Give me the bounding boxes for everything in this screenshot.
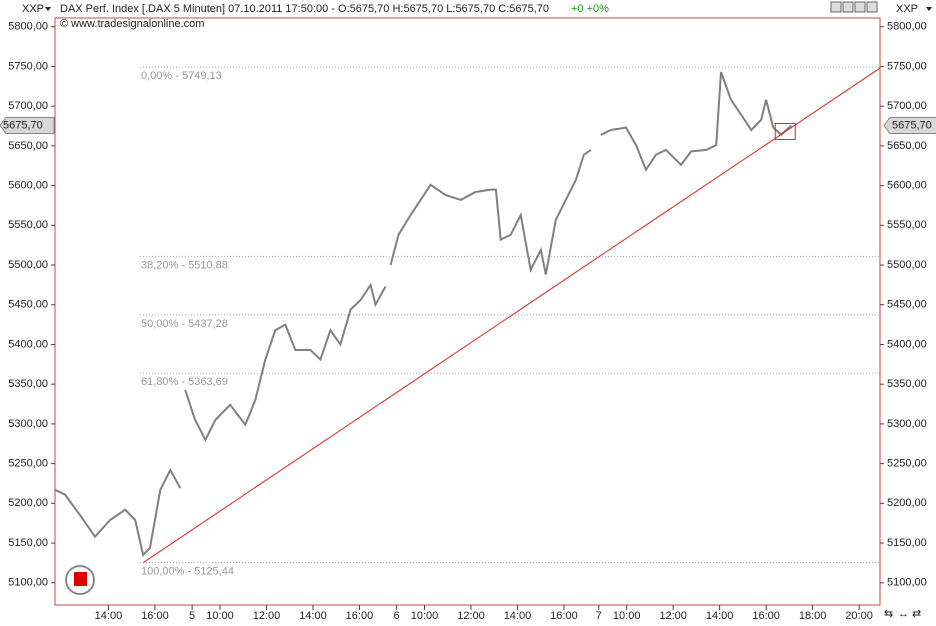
x-tick-label: 10:00 xyxy=(411,610,439,622)
x-tick-label: 14:00 xyxy=(706,610,734,622)
y-tick-label: 5500,00 xyxy=(8,259,48,271)
y-tick-label: 5150,00 xyxy=(887,537,927,549)
x-tick-label: 18:00 xyxy=(799,610,827,622)
scroll-button[interactable]: ⇆ xyxy=(884,608,893,620)
scroll-button[interactable]: ⇄ xyxy=(912,608,921,620)
logo-wreath xyxy=(65,565,95,595)
symbol-left[interactable]: XXP xyxy=(22,3,44,15)
y-tick-label: 5100,00 xyxy=(8,577,48,589)
btn-left[interactable] xyxy=(830,1,842,13)
dropdown-arrow[interactable] xyxy=(45,7,51,11)
btn-restore[interactable] xyxy=(854,1,866,13)
y-tick-label: 5600,00 xyxy=(8,180,48,192)
y-tick-label: 5150,00 xyxy=(8,537,48,549)
x-tick-label: 12:00 xyxy=(253,610,281,622)
y-tick-label: 5450,00 xyxy=(887,299,927,311)
x-tick-label: 14:00 xyxy=(95,610,123,622)
y-tick-label: 5200,00 xyxy=(8,497,48,509)
y-tick-label: 5300,00 xyxy=(887,418,927,430)
last-price-label: 5675,70 xyxy=(3,119,43,131)
btn-right[interactable] xyxy=(842,1,854,13)
y-tick-label: 5400,00 xyxy=(8,338,48,350)
y-tick-label: 5250,00 xyxy=(8,458,48,470)
y-tick-label: 5250,00 xyxy=(887,458,927,470)
plot-frame xyxy=(54,17,881,606)
y-tick-label: 5350,00 xyxy=(887,378,927,390)
x-tick-label: 12:00 xyxy=(659,610,687,622)
logo-icon xyxy=(74,572,87,586)
x-tick-label: 5 xyxy=(189,610,195,622)
scroll-button[interactable]: ↔ xyxy=(898,608,909,620)
y-tick-label: 5550,00 xyxy=(887,219,927,231)
x-tick-label: 10:00 xyxy=(613,610,641,622)
trendline xyxy=(143,67,881,563)
window-buttons xyxy=(830,1,878,13)
x-tick-label: 16:00 xyxy=(550,610,578,622)
last-price-label: 5675,70 xyxy=(892,119,932,131)
fib-label: 50,00% - 5437,28 xyxy=(141,318,228,330)
x-tick-label: 12:00 xyxy=(457,610,485,622)
y-tick-label: 5500,00 xyxy=(887,259,927,271)
symbol-right[interactable]: XXP xyxy=(896,3,918,15)
last-price-box xyxy=(774,122,796,140)
x-tick-label: 16:00 xyxy=(346,610,374,622)
y-tick-label: 5800,00 xyxy=(8,21,48,33)
y-tick-label: 5450,00 xyxy=(8,299,48,311)
y-tick-label: 5350,00 xyxy=(8,378,48,390)
x-tick-label: 20:00 xyxy=(845,610,873,622)
fib-label: 100,00% - 5125,44 xyxy=(141,565,234,577)
y-tick-label: 5200,00 xyxy=(887,497,927,509)
x-tick-label: 14:00 xyxy=(299,610,327,622)
chart-title: DAX Perf. Index [.DAX 5 Minuten] 07.10.2… xyxy=(60,3,549,15)
dropdown-arrow[interactable] xyxy=(926,7,932,11)
price-line xyxy=(54,71,792,558)
x-tick-label: 7 xyxy=(596,610,602,622)
y-tick-label: 5700,00 xyxy=(887,100,927,112)
y-tick-label: 5800,00 xyxy=(887,21,927,33)
fib-label: 38,20% - 5510,88 xyxy=(141,259,228,271)
y-tick-label: 5700,00 xyxy=(8,100,48,112)
y-tick-label: 5600,00 xyxy=(887,180,927,192)
fib-label: 61,80% - 5363,69 xyxy=(141,376,228,388)
y-tick-label: 5550,00 xyxy=(8,219,48,231)
y-tick-label: 5650,00 xyxy=(887,140,927,152)
y-tick-label: 5100,00 xyxy=(887,577,927,589)
scroll-buttons: ⇆ ↔ ⇄ xyxy=(884,608,921,620)
x-tick-label: 6 xyxy=(394,610,400,622)
x-tick-label: 16:00 xyxy=(141,610,169,622)
y-tick-label: 5750,00 xyxy=(8,60,48,72)
logo xyxy=(65,565,95,595)
x-tick-label: 14:00 xyxy=(504,610,532,622)
last-price-tag xyxy=(883,116,936,134)
source: © www.tradesignalonline.com xyxy=(60,18,204,30)
last-price-tag xyxy=(0,116,55,134)
x-tick-label: 16:00 xyxy=(752,610,780,622)
fib-label: 0,00% - 5749,13 xyxy=(141,70,222,82)
x-tick-label: 10:00 xyxy=(206,610,234,622)
y-tick-label: 5400,00 xyxy=(887,338,927,350)
y-tick-label: 5650,00 xyxy=(8,140,48,152)
btn-close[interactable] xyxy=(866,1,878,13)
y-tick-label: 5300,00 xyxy=(8,418,48,430)
change: +0 +0% xyxy=(571,3,609,15)
y-tick-label: 5750,00 xyxy=(887,60,927,72)
